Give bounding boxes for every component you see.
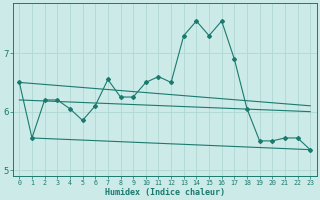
X-axis label: Humidex (Indice chaleur): Humidex (Indice chaleur) (105, 188, 225, 197)
